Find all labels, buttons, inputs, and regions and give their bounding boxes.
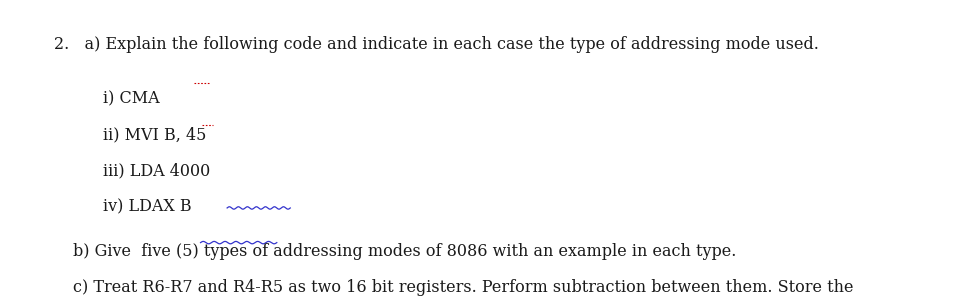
Text: ii) MVI B, 45: ii) MVI B, 45 bbox=[103, 126, 206, 143]
Text: iii) LDA 4000: iii) LDA 4000 bbox=[103, 162, 210, 179]
Text: c) Treat R6-R7 and R4-R5 as two 16 bit registers. Perform subtraction between th: c) Treat R6-R7 and R4-R5 as two 16 bit r… bbox=[73, 279, 854, 296]
Text: iv) LDAX B: iv) LDAX B bbox=[103, 198, 191, 215]
Text: 2.   a) Explain the following code and indicate in each case the type of address: 2. a) Explain the following code and ind… bbox=[54, 36, 819, 53]
Text: i) CMA: i) CMA bbox=[103, 90, 159, 107]
Text: b) Give  five (5) types of addressing modes of 8086 with an example in each type: b) Give five (5) types of addressing mod… bbox=[73, 243, 737, 260]
